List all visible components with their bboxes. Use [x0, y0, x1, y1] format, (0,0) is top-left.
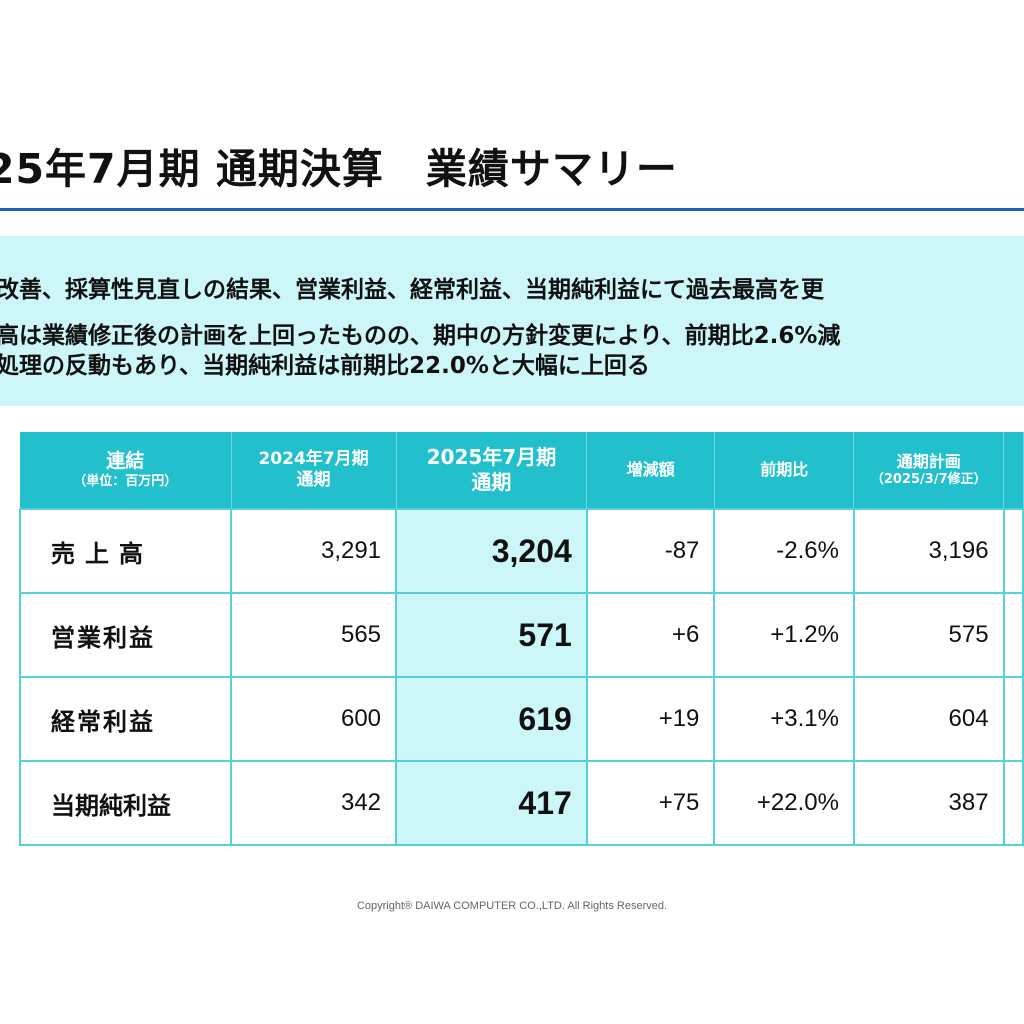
ratio-value: +3.1%: [713, 676, 855, 762]
header-change-cell: 増減額: [586, 432, 715, 509]
plan-value: 575: [852, 592, 1005, 678]
header-ratio-cell: 前期比: [714, 432, 855, 509]
prev-value: 3,291: [230, 508, 398, 594]
header-label-cell: 連結 （単位：百万円）: [20, 432, 232, 509]
header-prev-year-cell: 2024年7月期 通期: [231, 432, 397, 509]
row-label-sales: 売上高: [18, 508, 233, 594]
header-unit: （単位：百万円）: [73, 473, 178, 489]
plan-value: 604: [852, 676, 1005, 762]
table-row: 売上高 3,291 3,204 -87 -2.6% 3,196: [18, 508, 1024, 594]
summary-box: 改善、採算性見直しの結果、営業利益、経常利益、当期純利益にて過去最高を更 高は業…: [0, 236, 1024, 406]
edge-cell: [1002, 676, 1024, 762]
change-value: +75: [585, 760, 716, 846]
edge-cell: [1002, 760, 1024, 846]
header-curr-period: 通期: [471, 470, 512, 494]
table-header-row: 連結 （単位：百万円） 2024年7月期 通期 2025年7月期 通期 増減額 …: [20, 432, 1024, 509]
curr-value: 571: [395, 592, 588, 678]
plan-value: 3,196: [852, 508, 1005, 594]
results-table: 連結 （単位：百万円） 2024年7月期 通期 2025年7月期 通期 増減額 …: [18, 432, 1024, 846]
change-value: +6: [585, 592, 716, 678]
summary-line-1: 改善、採算性見直しの結果、営業利益、経常利益、当期純利益にて過去最高を更: [0, 277, 824, 303]
header-prev-period: 通期: [296, 470, 331, 490]
header-plan-cell: 通期計画 （2025/3/7修正）: [853, 432, 1005, 509]
ratio-value: +1.2%: [713, 592, 855, 678]
page-title: 25年7月期 通期決算 業績サマリー: [0, 145, 678, 193]
header-change: 増減額: [626, 460, 675, 479]
row-label-operating-profit: 営業利益: [18, 592, 233, 678]
row-label-net-income: 当期純利益: [18, 760, 233, 846]
curr-value: 619: [395, 676, 588, 762]
header-edge-cell: [1003, 432, 1024, 509]
header-ratio: 前期比: [760, 460, 809, 479]
table-row: 当期純利益 342 417 +75 +22.0% 387: [18, 760, 1024, 846]
table-row: 営業利益 565 571 +6 +1.2% 575: [18, 592, 1024, 678]
summary-line-3: 処理の反動もあり、当期純利益は前期比22.0%と大幅に上回る: [0, 353, 650, 379]
row-label-ordinary-profit: 経常利益: [18, 676, 233, 762]
curr-value: 3,204: [395, 508, 588, 594]
summary-line-2: 高は業績修正後の計画を上回ったものの、期中の方針変更により、前期比2.6%減: [0, 323, 841, 349]
header-plan: 通期計画: [896, 451, 961, 471]
prev-value: 600: [230, 676, 398, 762]
change-value: +19: [585, 676, 716, 762]
change-value: -87: [585, 508, 716, 594]
prev-value: 565: [230, 592, 398, 678]
header-curr-year: 2025年7月期: [426, 445, 557, 469]
header-prev-year: 2024年7月期: [258, 448, 369, 469]
copyright-footer: Copyright® DAIWA COMPUTER CO.,LTD. All R…: [356, 900, 668, 912]
edge-cell: [1002, 592, 1024, 678]
ratio-value: +22.0%: [713, 760, 855, 846]
plan-value: 387: [852, 760, 1005, 846]
curr-value: 417: [395, 760, 588, 846]
header-curr-year-cell: 2025年7月期 通期: [396, 432, 588, 509]
prev-value: 342: [230, 760, 398, 846]
ratio-value: -2.6%: [713, 508, 855, 594]
edge-cell: [1002, 508, 1024, 594]
header-consolidated: 連結: [106, 450, 145, 472]
title-divider: [0, 208, 1024, 211]
header-plan-revised: （2025/3/7修正）: [870, 471, 987, 487]
table-row: 経常利益 600 619 +19 +3.1% 604: [18, 676, 1024, 762]
